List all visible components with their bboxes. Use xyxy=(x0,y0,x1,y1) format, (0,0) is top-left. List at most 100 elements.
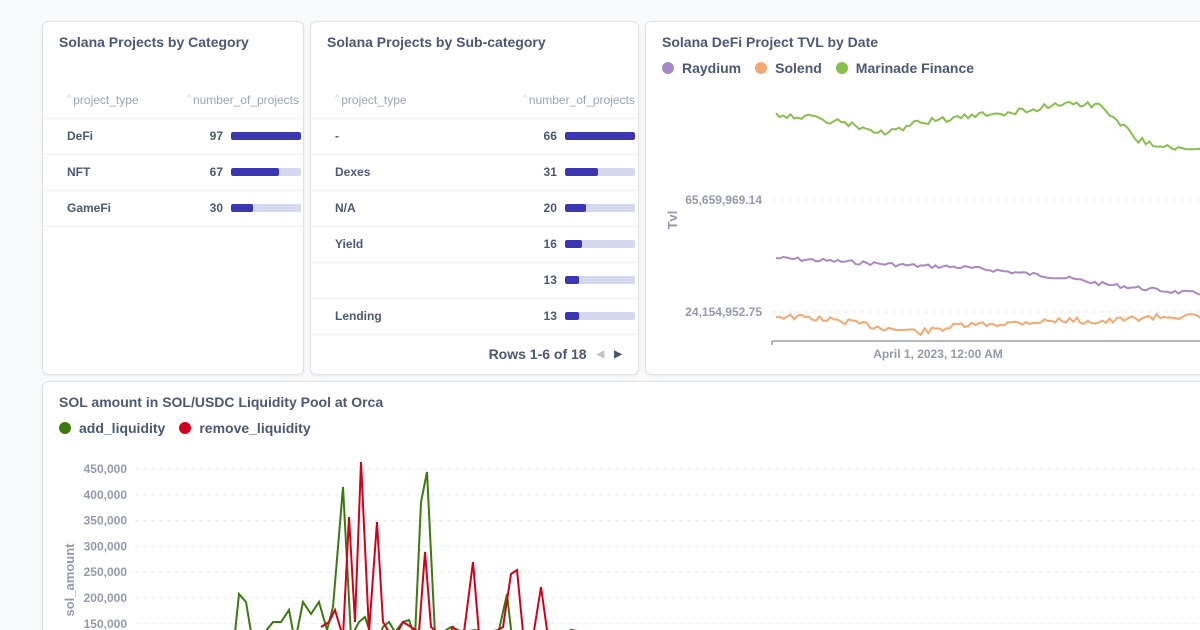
table-row[interactable]: Lending 13 xyxy=(311,298,638,335)
legend-item[interactable]: Solend xyxy=(755,60,822,76)
count-bar-fill xyxy=(564,276,579,284)
project-count: 97 xyxy=(209,129,223,143)
legend-item[interactable]: add_liquidity xyxy=(59,420,165,436)
count-bar-fill xyxy=(564,132,635,140)
subcategory-card: Solana Projects by Sub-category ^ project… xyxy=(310,21,639,375)
legend-dot-icon xyxy=(59,422,71,434)
count-bar xyxy=(564,132,635,140)
pagination: Rows 1-6 of 18 ◀ ▶ xyxy=(489,346,622,362)
legend-dot-icon xyxy=(755,62,768,74)
pagination-label: Rows 1-6 of 18 xyxy=(488,346,587,362)
count-bar xyxy=(231,168,301,176)
count-bar xyxy=(564,204,635,212)
category-card-title: Solana Projects by Category xyxy=(59,34,249,50)
cell-number-of-projects: 13 xyxy=(528,262,638,299)
cell-project-type: N/A xyxy=(311,190,529,227)
next-page-icon[interactable]: ▶ xyxy=(614,348,622,360)
count-bar-fill xyxy=(564,204,586,212)
y-tick-label: 300,000 xyxy=(84,539,128,553)
y-tick-label: 350,000 xyxy=(84,514,128,528)
count-bar xyxy=(564,240,635,248)
project-count: 16 xyxy=(543,237,557,251)
count-bar-fill xyxy=(564,168,598,176)
table-row[interactable]: N/A 20 xyxy=(311,190,638,227)
legend-item[interactable]: Raydium xyxy=(662,60,741,76)
liquidity-legend: add_liquidity remove_liquidity xyxy=(59,420,311,436)
cell-project-type: GameFi xyxy=(43,190,163,227)
cell-number-of-projects: 16 xyxy=(528,226,638,263)
y-tick-label: 24,154,952.75 xyxy=(685,305,762,319)
cell-number-of-projects: 20 xyxy=(528,190,638,227)
series-line-remove-liquidity[interactable] xyxy=(320,461,583,630)
legend-item[interactable]: Marinade Finance xyxy=(835,60,975,76)
y-tick-label: 250,000 xyxy=(84,565,128,579)
count-bar xyxy=(564,312,635,320)
table-row[interactable]: NFT 67 xyxy=(43,154,303,191)
cell-project-type: Lending xyxy=(311,298,529,335)
cell-project-type: - xyxy=(311,118,529,155)
column-header-number-of-projects[interactable]: ^ number_of_projects xyxy=(163,82,303,119)
series-line-solend[interactable] xyxy=(775,312,1200,337)
table-row[interactable]: 13 xyxy=(311,262,638,299)
subcategory-table: ^ project_type ^ number_of_projects -66 Dex… xyxy=(311,82,638,335)
y-tick-label: 65,659,969.14 xyxy=(685,193,762,207)
count-bar-fill xyxy=(564,312,579,320)
y-axis-label: sol_amount xyxy=(62,543,77,617)
project-count: 20 xyxy=(543,201,557,215)
count-bar xyxy=(231,132,301,140)
sort-up-icon: ^ xyxy=(335,92,340,103)
count-bar xyxy=(564,168,635,176)
series-line-raydium[interactable] xyxy=(775,255,1200,296)
sort-up-icon: ^ xyxy=(67,92,72,103)
tvl-chart-card: Solana DeFi Project TVL by Date Raydium S… xyxy=(645,21,1200,375)
cell-project-type: Dexes xyxy=(311,154,529,191)
count-bar xyxy=(231,204,301,212)
category-card: Solana Projects by Category ^ project_typ… xyxy=(42,21,304,375)
table-row[interactable]: GameFi 30 xyxy=(43,190,303,227)
count-bar-fill xyxy=(231,168,280,176)
tvl-legend: Raydium Solend Marinade Finance xyxy=(662,60,974,76)
series-line-marinade-finance[interactable] xyxy=(775,100,1200,154)
count-bar-fill xyxy=(564,240,582,248)
legend-dot-icon xyxy=(835,62,848,74)
table-row[interactable]: DeFi 97 xyxy=(43,118,303,155)
column-header-number-of-projects[interactable]: number_of_projects xyxy=(528,82,638,119)
column-header-project-type[interactable]: ^ project_type ^ xyxy=(311,82,529,119)
legend-label: Solend xyxy=(775,60,822,76)
legend-item[interactable]: remove_liquidity xyxy=(179,420,311,436)
project-count: 31 xyxy=(543,165,557,179)
y-tick-label: 450,000 xyxy=(84,462,128,476)
liquidity-chart-card: SOL amount in SOL/USDC Liquidity Pool at… xyxy=(42,381,1200,630)
legend-label: Marinade Finance xyxy=(855,60,975,76)
column-header-project-type[interactable]: ^ project_type xyxy=(43,82,163,119)
table-row[interactable]: Dexes 31 xyxy=(311,154,638,191)
legend-label: Raydium xyxy=(682,60,742,76)
y-tick-label: 150,000 xyxy=(84,617,128,630)
project-count: 67 xyxy=(209,165,223,179)
cell-project-type xyxy=(311,262,529,299)
y-tick-label: 400,000 xyxy=(84,488,128,502)
x-tick-label: April 1, 2023, 12:00 AM xyxy=(873,347,1003,361)
cell-project-type: DeFi xyxy=(43,118,163,155)
category-table: ^ project_type ^ number_of_projects DeFi 97… xyxy=(43,82,303,227)
project-count: 13 xyxy=(543,309,557,323)
legend-dot-icon xyxy=(662,62,674,74)
previous-page-icon[interactable]: ◀ xyxy=(596,348,605,360)
tvl-chart: 65,659,969.14 24,154,952.75 Tvl April 1, 20… xyxy=(665,100,1200,361)
cell-number-of-projects: 97 xyxy=(163,118,303,155)
sort-up-icon: ^ xyxy=(186,92,191,103)
project-count: 66 xyxy=(543,129,557,143)
series-line-add-liquidity[interactable] xyxy=(233,471,551,630)
table-row[interactable]: Yield 16 xyxy=(311,226,638,263)
table-row[interactable]: -66 xyxy=(311,118,638,155)
project-count: 13 xyxy=(543,273,557,287)
sort-up-icon: ^ xyxy=(522,92,527,103)
legend-dot-icon xyxy=(179,422,192,434)
count-bar-fill xyxy=(231,132,301,140)
liquidity-chart-title: SOL amount in SOL/USDC Liquidity Pool at… xyxy=(59,394,384,410)
tvl-chart-title: Solana DeFi Project TVL by Date xyxy=(662,34,879,50)
cell-number-of-projects: 31 xyxy=(528,154,638,191)
subcategory-card-title: Solana Projects by Sub-category xyxy=(327,34,546,50)
cell-number-of-projects: 13 xyxy=(528,298,638,335)
count-bar-fill xyxy=(231,204,253,212)
